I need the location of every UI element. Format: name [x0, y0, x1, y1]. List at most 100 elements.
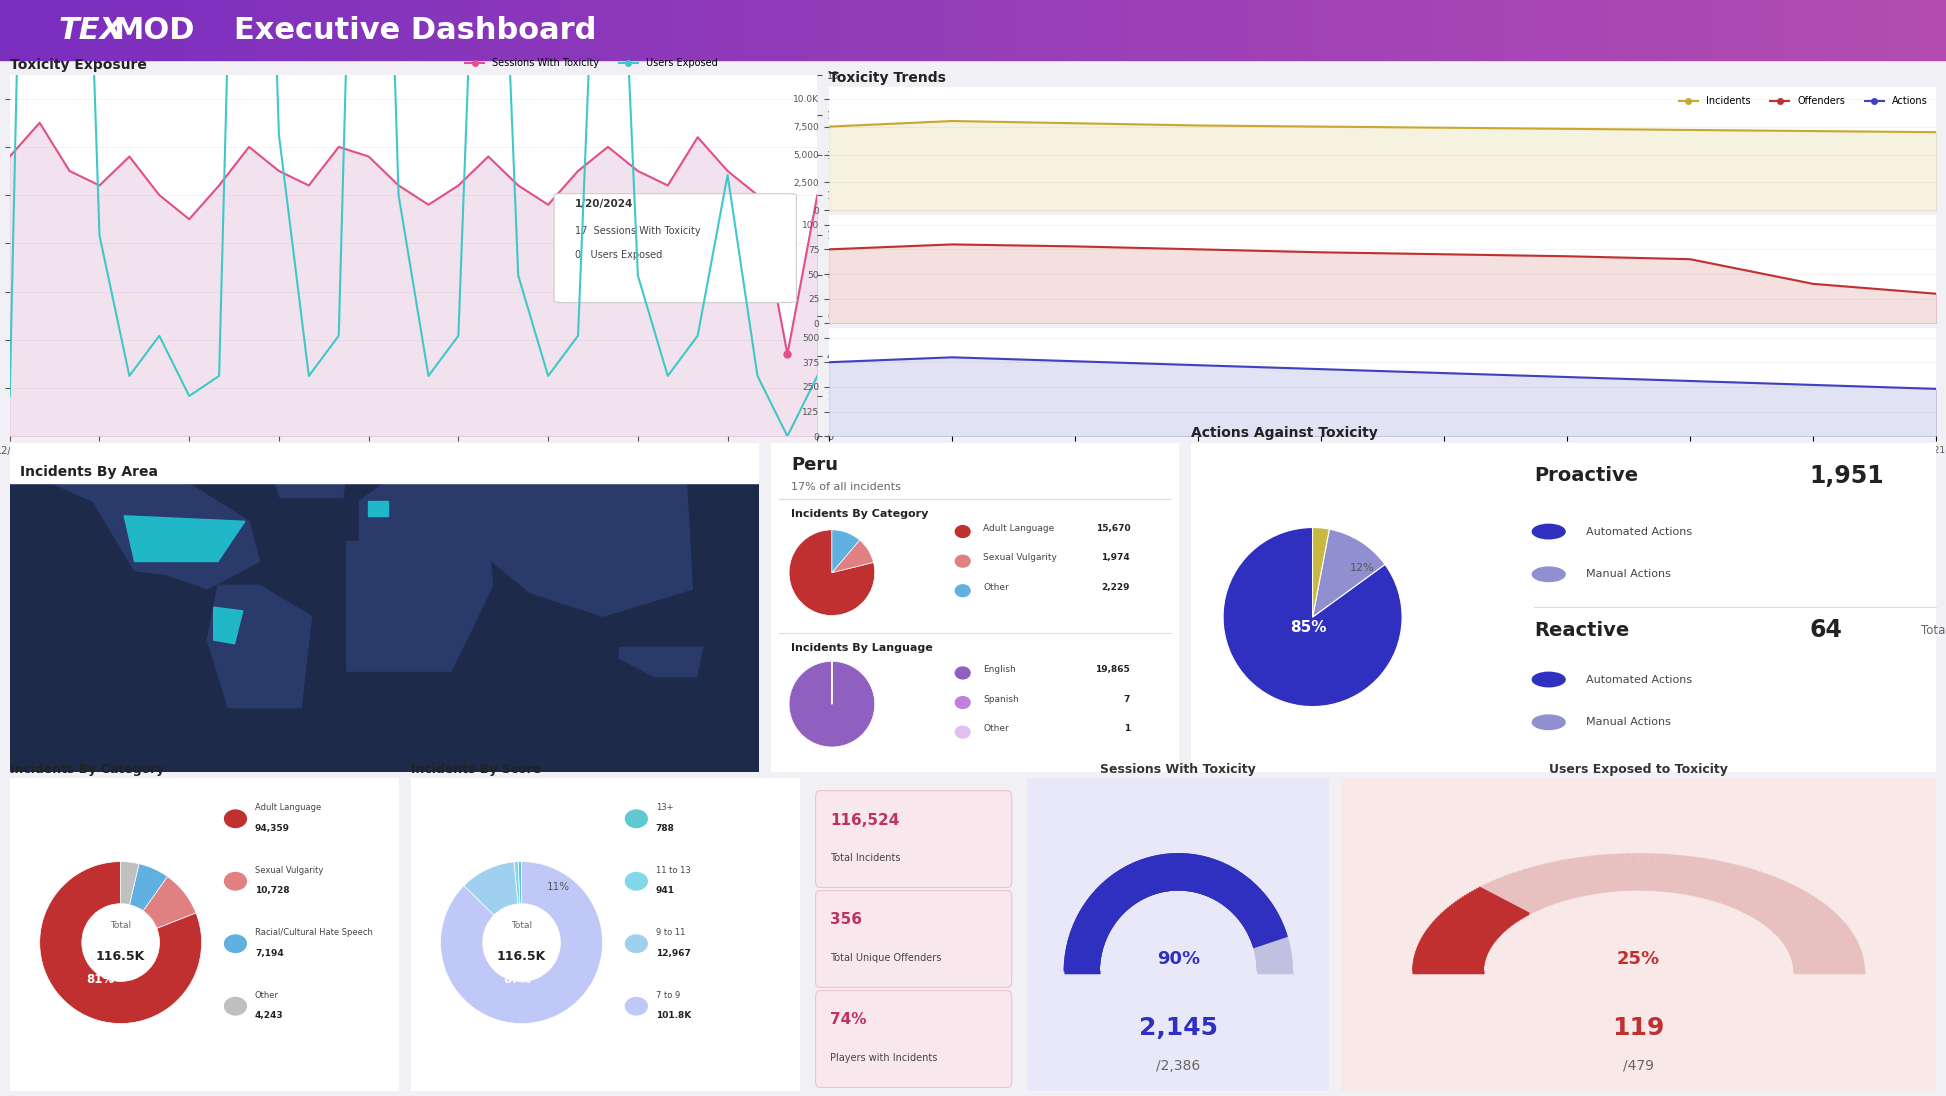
Y-axis label: Users Exposed: Users Exposed — [843, 219, 852, 292]
Bar — [1343, 0, 1352, 60]
Bar — [1839, 0, 1849, 60]
Text: Sexual Vulgarity: Sexual Vulgarity — [255, 866, 323, 875]
Bar — [1829, 0, 1839, 60]
Text: Proactive: Proactive — [1533, 466, 1639, 486]
Bar — [1732, 0, 1742, 60]
Text: 2,229: 2,229 — [1101, 583, 1131, 592]
Text: 7,194: 7,194 — [255, 948, 284, 958]
Text: 87%: 87% — [504, 973, 531, 986]
Bar — [1460, 0, 1469, 60]
Text: Reactive: Reactive — [1533, 620, 1629, 640]
Bar — [1022, 0, 1031, 60]
Text: 11%: 11% — [547, 882, 570, 892]
Bar — [564, 0, 574, 60]
Bar — [341, 0, 350, 60]
Bar — [389, 0, 399, 60]
Circle shape — [955, 556, 969, 567]
Text: 85%: 85% — [1290, 620, 1327, 636]
Bar — [1751, 0, 1761, 60]
Bar — [1216, 0, 1226, 60]
Wedge shape — [518, 861, 522, 904]
Text: 90%: 90% — [1156, 950, 1201, 969]
Bar — [992, 0, 1002, 60]
Bar — [1722, 0, 1732, 60]
Circle shape — [625, 935, 648, 952]
Bar — [934, 0, 944, 60]
Circle shape — [625, 997, 648, 1015]
Text: Other: Other — [983, 724, 1008, 733]
Bar — [1314, 0, 1323, 60]
Bar — [1586, 0, 1596, 60]
Text: Toxicity Exposure: Toxicity Exposure — [10, 58, 146, 72]
Bar — [1372, 0, 1382, 60]
Wedge shape — [790, 529, 874, 616]
Wedge shape — [833, 529, 860, 572]
Bar — [613, 0, 623, 60]
Bar — [1508, 0, 1518, 60]
Wedge shape — [130, 864, 167, 911]
Bar — [1683, 0, 1693, 60]
Bar — [769, 0, 778, 60]
Bar — [895, 0, 905, 60]
Bar — [136, 0, 146, 60]
Bar — [234, 0, 243, 60]
Bar — [1936, 0, 1946, 60]
Bar — [10, 0, 19, 60]
Text: 17  Sessions With Toxicity: 17 Sessions With Toxicity — [574, 226, 701, 236]
Bar — [1255, 0, 1265, 60]
Text: /479: /479 — [1623, 1059, 1654, 1073]
Bar — [1635, 0, 1644, 60]
Bar — [584, 0, 594, 60]
Polygon shape — [467, 476, 693, 616]
Bar — [399, 0, 409, 60]
Text: Executive Dashboard: Executive Dashboard — [234, 15, 595, 45]
Text: TEX: TEX — [58, 15, 123, 45]
Polygon shape — [368, 501, 389, 516]
Bar — [963, 0, 973, 60]
Text: 1: 1 — [1125, 724, 1131, 733]
Bar — [1362, 0, 1372, 60]
Bar — [642, 0, 652, 60]
Bar — [1275, 0, 1284, 60]
Bar — [778, 0, 788, 60]
Bar — [1080, 0, 1090, 60]
Bar — [749, 0, 759, 60]
Text: 10,728: 10,728 — [255, 886, 290, 895]
Bar — [1693, 0, 1703, 60]
Wedge shape — [39, 861, 202, 1024]
Bar — [1265, 0, 1275, 60]
Circle shape — [224, 810, 247, 827]
Bar — [594, 0, 603, 60]
Bar — [885, 0, 895, 60]
Bar — [827, 0, 837, 60]
Bar — [1226, 0, 1236, 60]
Bar — [1411, 0, 1421, 60]
Bar — [1742, 0, 1751, 60]
Text: 12,967: 12,967 — [656, 948, 691, 958]
Text: Other: Other — [255, 991, 278, 1000]
Bar — [915, 0, 924, 60]
Bar — [1596, 0, 1605, 60]
Bar — [623, 0, 632, 60]
Bar — [1168, 0, 1177, 60]
Bar — [652, 0, 662, 60]
Bar — [876, 0, 885, 60]
Text: 116.5K: 116.5K — [496, 950, 547, 963]
Circle shape — [955, 585, 969, 596]
Bar — [1810, 0, 1820, 60]
Bar — [418, 0, 428, 60]
Bar — [292, 0, 302, 60]
Bar — [1304, 0, 1314, 60]
Bar — [195, 0, 204, 60]
Bar — [924, 0, 934, 60]
Bar — [1849, 0, 1858, 60]
Bar — [1333, 0, 1343, 60]
Title: Users Exposed to Toxicity: Users Exposed to Toxicity — [1549, 763, 1728, 776]
Bar — [253, 0, 263, 60]
Bar — [486, 0, 496, 60]
Bar — [88, 0, 97, 60]
Text: Total Incidents: Total Incidents — [829, 853, 901, 864]
Circle shape — [955, 526, 969, 537]
Bar — [1119, 0, 1129, 60]
Text: 116,524: 116,524 — [829, 812, 899, 827]
